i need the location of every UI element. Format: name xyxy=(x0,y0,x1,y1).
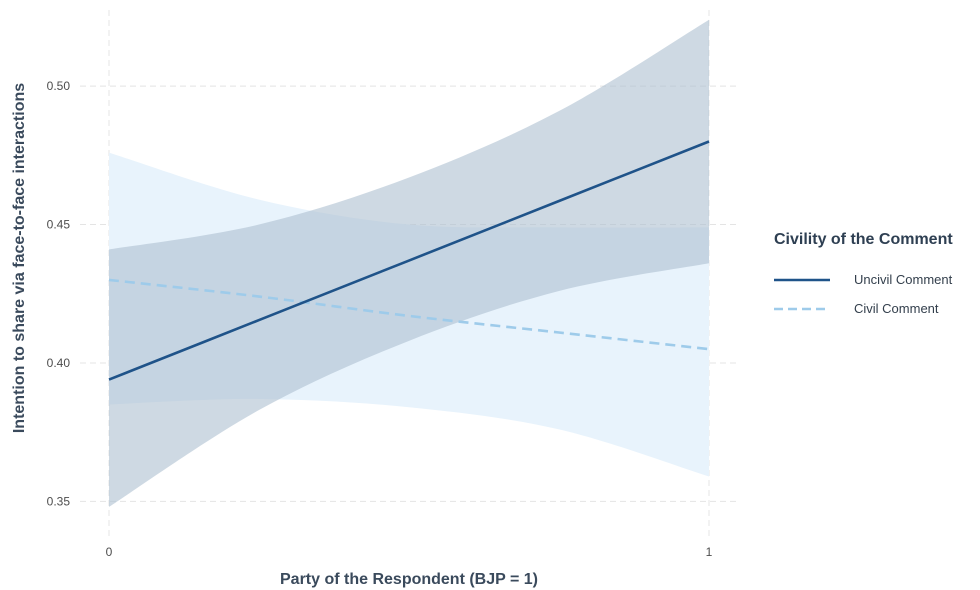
x-axis-title: Party of the Respondent (BJP = 1) xyxy=(280,571,538,588)
x-tick-label: 1 xyxy=(706,545,713,559)
y-tick-label: 0.50 xyxy=(47,79,71,93)
y-tick-label: 0.40 xyxy=(47,356,71,370)
line-civil-comment xyxy=(108,278,710,351)
tick-labels: 0.35 0.40 0.45 0.50 0 1 xyxy=(47,79,713,559)
line-uncivil-comment xyxy=(108,140,710,381)
x-tick-label: 0 xyxy=(106,545,113,559)
confidence-ribbons xyxy=(109,19,709,507)
y-tick-label: 0.45 xyxy=(47,218,71,232)
legend: Civility of the Comment Uncivil Comment … xyxy=(774,231,953,316)
y-tick-label: 0.35 xyxy=(47,494,71,508)
ribbon-uncivil-comment xyxy=(109,19,709,507)
series-lines xyxy=(108,140,710,381)
legend-title: Civility of the Comment xyxy=(774,231,953,248)
legend-label-uncivil: Uncivil Comment xyxy=(854,272,953,287)
legend-label-civil: Civil Comment xyxy=(854,301,939,316)
y-axis-title: Intention to share via face-to-face inte… xyxy=(11,83,28,433)
